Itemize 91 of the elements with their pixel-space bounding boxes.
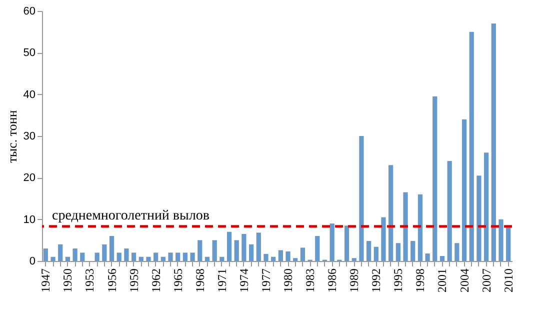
bar bbox=[198, 240, 202, 261]
bar bbox=[469, 32, 474, 261]
x-tick-label: 1953 bbox=[82, 268, 97, 292]
bar bbox=[212, 240, 217, 261]
bar bbox=[410, 241, 416, 261]
x-tick-label: 1995 bbox=[391, 268, 406, 292]
bar bbox=[476, 176, 482, 261]
bar bbox=[94, 252, 100, 261]
bar bbox=[124, 248, 129, 261]
y-tick-label: 0 bbox=[29, 256, 36, 268]
x-tick-label: 1950 bbox=[60, 268, 75, 292]
x-tick-label: 1977 bbox=[258, 268, 273, 292]
bar bbox=[80, 252, 85, 261]
bar bbox=[418, 194, 423, 261]
bar bbox=[366, 241, 372, 261]
x-tick-label: 2001 bbox=[435, 268, 450, 292]
bar bbox=[242, 234, 246, 261]
bar bbox=[359, 136, 364, 261]
x-tick-label: 1971 bbox=[214, 268, 229, 292]
y-tick-label: 30 bbox=[23, 130, 36, 142]
bar bbox=[278, 250, 283, 261]
bar bbox=[454, 243, 460, 261]
x-tick-label: 1965 bbox=[170, 268, 185, 292]
bar bbox=[65, 256, 70, 261]
bar bbox=[506, 226, 511, 261]
x-tick-label: 1998 bbox=[413, 268, 428, 292]
x-tick-label: 2010 bbox=[501, 268, 516, 292]
bar bbox=[50, 256, 56, 261]
bar bbox=[462, 119, 467, 261]
bar bbox=[271, 256, 276, 261]
bar bbox=[220, 256, 224, 261]
x-tick-label: 1959 bbox=[126, 268, 141, 292]
bar bbox=[440, 256, 445, 261]
bar bbox=[256, 232, 261, 261]
y-tick-label: 10 bbox=[23, 214, 36, 226]
bar bbox=[264, 254, 268, 261]
bar bbox=[204, 256, 210, 261]
y-tick-label: 20 bbox=[23, 172, 36, 184]
y-tick-label: 40 bbox=[23, 88, 36, 101]
bar bbox=[381, 217, 386, 261]
bar bbox=[293, 258, 298, 261]
bar bbox=[286, 251, 290, 261]
bar bbox=[432, 96, 438, 261]
bar bbox=[182, 252, 188, 261]
bar bbox=[109, 236, 114, 261]
bar bbox=[498, 219, 504, 261]
x-tick-label: 1968 bbox=[192, 268, 207, 292]
bar bbox=[330, 224, 334, 261]
x-tick-label: 1956 bbox=[104, 268, 119, 292]
y-axis-title: тыс. тонн bbox=[4, 110, 20, 163]
bar bbox=[226, 232, 232, 261]
bar bbox=[146, 256, 151, 261]
bar bbox=[374, 246, 378, 261]
bar bbox=[168, 252, 173, 261]
bar bbox=[315, 236, 320, 261]
bar bbox=[43, 248, 48, 261]
bar bbox=[396, 243, 400, 261]
x-tick-label: 1989 bbox=[347, 268, 362, 292]
bar bbox=[248, 244, 254, 261]
bar bbox=[484, 152, 489, 261]
bar bbox=[138, 256, 144, 261]
bar bbox=[352, 258, 356, 261]
bar bbox=[72, 248, 78, 261]
bar bbox=[160, 256, 166, 261]
x-tick-label: 1980 bbox=[281, 268, 296, 292]
x-tick-label: 1962 bbox=[148, 268, 163, 292]
bar bbox=[447, 161, 452, 261]
bar bbox=[190, 252, 195, 261]
x-tick-label: 1974 bbox=[236, 268, 251, 292]
bar bbox=[344, 226, 350, 261]
bar bbox=[425, 254, 430, 261]
x-tick-label: 1992 bbox=[369, 268, 384, 292]
x-tick-label: 2004 bbox=[457, 268, 472, 292]
x-tick-label: 1947 bbox=[38, 268, 53, 292]
y-tick-label: 60 bbox=[23, 6, 36, 18]
bar bbox=[388, 165, 394, 261]
y-tick-label: 50 bbox=[23, 47, 36, 60]
bar bbox=[300, 248, 306, 261]
x-tick-label: 1983 bbox=[303, 268, 318, 292]
bar bbox=[131, 252, 136, 261]
bar bbox=[116, 252, 122, 261]
bar bbox=[58, 244, 63, 261]
x-tick-label: 1986 bbox=[325, 268, 340, 292]
bar bbox=[234, 240, 239, 261]
bar bbox=[176, 252, 180, 261]
bar bbox=[102, 244, 107, 261]
bar bbox=[154, 252, 158, 261]
ref-line-label: среднемноголетний вылов bbox=[52, 208, 210, 224]
bar bbox=[491, 24, 496, 261]
bar bbox=[403, 192, 408, 261]
x-tick-label: 2007 bbox=[479, 268, 494, 292]
